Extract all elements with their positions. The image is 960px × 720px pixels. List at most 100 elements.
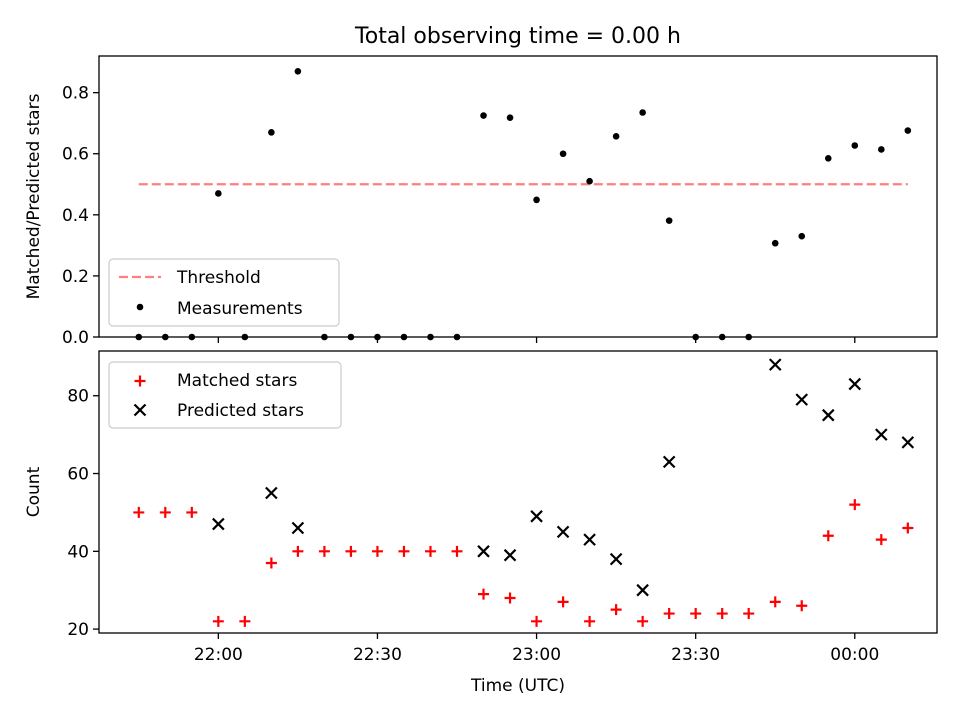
predicted-star-point [662, 455, 676, 469]
measurement-point [878, 146, 885, 153]
measurement-point [268, 129, 275, 136]
predicted-star-point [875, 428, 888, 441]
matched-star-point [398, 545, 410, 557]
predicted-star-point [556, 525, 570, 539]
legend-matched-swatch [134, 375, 146, 387]
matched-star-point [504, 592, 516, 604]
predicted-star-point [503, 548, 517, 562]
matched-star-point [133, 506, 145, 518]
measurement-point [188, 333, 196, 341]
count-x-tick-label: 22:30 [353, 645, 402, 665]
predicted-star-point [901, 436, 915, 449]
measurement-point [665, 217, 673, 224]
measurement-point [506, 114, 514, 121]
matched-star-point [239, 615, 251, 627]
predicted-star-point [265, 486, 278, 500]
matched-star-point [531, 615, 543, 627]
predicted-star-point [212, 517, 225, 531]
matched-star-point [186, 506, 198, 518]
matched-star-point [159, 506, 171, 518]
measurement-point [771, 239, 779, 247]
measurement-point [798, 232, 806, 240]
measurement-point [321, 333, 328, 341]
matched-star-point [875, 534, 887, 546]
predicted-star-point [530, 510, 543, 523]
legend-threshold-label: Threshold [176, 268, 261, 288]
measurement-point [692, 333, 699, 341]
predicted-star-point [768, 358, 782, 371]
measurement-point [400, 333, 408, 341]
measurement-point [851, 142, 859, 149]
predicted-star-point [795, 393, 809, 406]
measurement-point [161, 333, 169, 341]
matched-star-point [345, 545, 357, 557]
matched-star-point [690, 608, 702, 620]
measurement-point [241, 333, 249, 341]
ratio-y-tick-label: 0.6 [62, 145, 89, 165]
count-legend: Matched stars Predicted stars [108, 361, 342, 429]
matched-star-point [371, 545, 383, 557]
measurement-point [718, 333, 726, 341]
ratio-y-tick-label: 0.4 [62, 206, 89, 226]
ratio-axes-frame [98, 55, 938, 338]
legend-measurements-swatch [136, 303, 144, 311]
matched-star-point [265, 557, 277, 569]
legend-measurements-label: Measurements [177, 299, 303, 319]
measurement-point [559, 150, 567, 158]
ratio-y-tick-label: 0.2 [62, 267, 89, 287]
matched-star-point [663, 608, 675, 620]
figure-title: Total observing time = 0.00 h [354, 24, 681, 49]
predicted-star-point [848, 377, 862, 391]
matched-star-point [610, 604, 622, 616]
measurement-point [374, 333, 381, 341]
measurement-point [639, 109, 646, 116]
matched-star-point [424, 545, 436, 557]
legend-matched-label: Matched stars [177, 371, 297, 391]
measurement-point [480, 112, 487, 119]
x-axis-label: Time (UTC) [470, 676, 565, 696]
matched-star-point [796, 600, 808, 612]
matched-star-point [743, 608, 755, 620]
measurement-point [612, 133, 620, 140]
count-x-tick-label: 23:30 [671, 645, 720, 665]
measurement-point [135, 333, 143, 341]
predicted-star-point [583, 533, 596, 546]
count-y-tick-label: 40 [67, 542, 89, 562]
matched-star-point [557, 596, 569, 608]
count-y-tick-label: 20 [67, 620, 89, 640]
matched-star-point [637, 615, 649, 627]
count-axes-frame [98, 350, 938, 634]
count-x-tick-label: 23:00 [512, 645, 561, 665]
ratio-panel: 0.0 0.2 0.4 0.6 0.8 Matched/Predicted stars Th… [24, 55, 938, 348]
predicted-star-point [609, 552, 623, 566]
measurement-point [824, 155, 832, 162]
measurement-point [745, 333, 753, 341]
ratio-y-tick-label: 0.8 [62, 84, 89, 104]
matched-star-point [716, 608, 728, 620]
count-y-axis-label: Count [24, 466, 44, 517]
legend-predicted-swatch [133, 403, 147, 417]
measurement-point [347, 333, 355, 341]
measurement-point [294, 67, 302, 75]
measurement-point [904, 127, 912, 134]
count-y-tick-label: 80 [67, 387, 89, 407]
matched-star-point [849, 499, 861, 511]
matched-star-point [584, 615, 596, 627]
ratio-legend: Threshold Measurements [108, 258, 340, 327]
measurement-point [453, 333, 461, 341]
count-x-tick-label: 00:00 [830, 645, 879, 665]
matched-star-point [822, 530, 834, 542]
measurement-point [427, 333, 434, 341]
matched-star-point [212, 615, 224, 627]
measurement-point [586, 177, 593, 185]
legend-predicted-label: Predicted stars [177, 401, 304, 421]
predicted-star-point [291, 521, 305, 535]
matched-star-point [451, 545, 463, 557]
matched-star-point [478, 588, 490, 600]
matched-star-point [292, 545, 304, 557]
count-x-tick-label: 22:00 [194, 645, 243, 665]
ratio-legend-box [108, 258, 340, 327]
predicted-star-point [477, 545, 490, 558]
count-panel: 20 40 60 80 Count 22:00 22:30 23:00 23:30 00:00 Ma… [24, 350, 938, 665]
